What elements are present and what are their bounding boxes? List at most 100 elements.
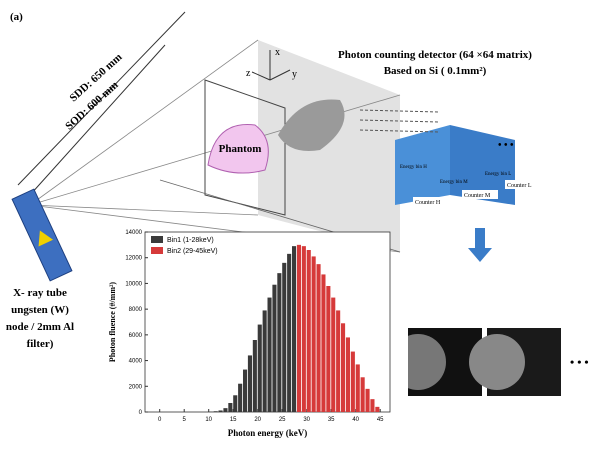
axis-label: z	[246, 68, 251, 79]
x-tick-label: 0	[158, 417, 162, 423]
bar	[228, 403, 233, 412]
counter-box	[413, 197, 449, 206]
y-tick-label: 8000	[129, 307, 143, 313]
bar	[355, 364, 360, 412]
y-tick-label: 14000	[125, 230, 142, 236]
bar	[292, 246, 297, 412]
y-tick-label: 2000	[129, 384, 143, 390]
bin-label: Energy bin M	[440, 180, 468, 185]
volume	[204, 79, 286, 216]
x-tick-label: 25	[279, 417, 286, 423]
bar	[213, 411, 218, 412]
arrow-head	[468, 248, 492, 262]
bar	[238, 383, 243, 412]
bar	[233, 395, 238, 412]
guide	[359, 129, 441, 133]
y-tick-label: 0	[139, 410, 143, 416]
tube-label: ungsten (W)	[11, 304, 69, 316]
tube-label: filter)	[27, 338, 54, 350]
y-tick-label: 12000	[125, 256, 142, 262]
legend-swatch	[151, 247, 163, 254]
guide	[359, 109, 441, 113]
bar	[321, 274, 326, 412]
x-tick-label: 45	[377, 417, 384, 423]
x-tick-label: 35	[328, 417, 335, 423]
axis-label: x	[275, 47, 280, 58]
bar	[336, 310, 341, 412]
phantom-shadow	[278, 99, 345, 151]
x-tick-label: 10	[205, 417, 212, 423]
detector-subtitle: Based on Si ( 0.1mm²)	[384, 65, 487, 77]
y-tick-label: 10000	[125, 281, 142, 287]
bar	[326, 286, 331, 412]
bar	[223, 408, 228, 412]
x-axis-label: Photon energy (keV)	[228, 428, 308, 438]
bar	[316, 264, 321, 412]
bar	[267, 297, 272, 412]
x-tick-label: 20	[254, 417, 261, 423]
counter-label: Counter H	[415, 200, 441, 206]
detector-title: Photon counting detector (64 ×64 matrix)	[338, 49, 532, 61]
bar	[257, 324, 262, 412]
detector-plane	[258, 40, 400, 252]
counter-label: Counter L	[507, 183, 532, 189]
x-tick-label: 5	[183, 417, 187, 423]
y-tick-label: 4000	[129, 359, 143, 365]
bar	[277, 273, 282, 412]
axis	[251, 71, 271, 81]
detector-side	[450, 125, 515, 205]
tube-label: X- ray tube	[13, 287, 67, 299]
legend-swatch	[151, 236, 163, 243]
bar	[306, 250, 311, 412]
bar	[350, 351, 355, 412]
bar	[375, 406, 380, 412]
phantom	[207, 124, 269, 174]
detector-face	[395, 125, 450, 205]
y-axis-label: Photon fluence (#/mm²)	[108, 282, 117, 363]
phantom-label: Phantom	[219, 143, 262, 155]
bar	[370, 399, 375, 412]
tube-label: node / 2mm Al	[6, 321, 74, 333]
bar	[365, 388, 370, 412]
bar	[247, 355, 252, 412]
tube	[11, 188, 73, 282]
bin-label: Energy bin L	[485, 172, 511, 177]
radiation-icon	[38, 230, 54, 247]
bar	[262, 310, 267, 412]
beam-edge	[29, 204, 259, 216]
legend-label: Bin1 (1-28keV)	[167, 237, 214, 244]
histogram: 0 2000 4000 6000 8000 10000 12000 14000 0 5 10 15 20…	[108, 230, 391, 438]
ellipsis: • • •	[498, 140, 514, 151]
legend-label: Bin2 (29-45keV)	[167, 248, 218, 255]
panel-label: (a)	[10, 11, 23, 23]
bar	[296, 244, 301, 412]
bar	[311, 256, 316, 412]
y-tick-label: 6000	[129, 333, 143, 339]
arrow-shaft	[475, 228, 485, 248]
projection-disc	[469, 334, 525, 390]
bar	[331, 297, 336, 412]
bar	[252, 340, 257, 412]
beam-edge	[29, 39, 259, 206]
bar	[345, 337, 350, 412]
bar	[301, 246, 306, 412]
counter-box	[505, 180, 541, 189]
x-tick-label: 15	[230, 417, 237, 423]
axis	[269, 69, 291, 81]
bar	[282, 262, 287, 412]
x-tick-label: 30	[303, 417, 310, 423]
x-tick-label: 40	[352, 417, 359, 423]
bar	[287, 253, 292, 412]
guide	[359, 119, 441, 123]
counter-box	[462, 190, 498, 199]
bin-label: Energy bin H	[400, 165, 427, 170]
bar	[243, 369, 248, 412]
sdd-bracket	[17, 11, 186, 186]
ellipsis: • • •	[570, 355, 589, 369]
bar	[341, 323, 346, 412]
bar	[360, 377, 365, 412]
bar	[272, 284, 277, 412]
counter-label: Counter M	[464, 193, 491, 199]
bar	[218, 410, 223, 412]
